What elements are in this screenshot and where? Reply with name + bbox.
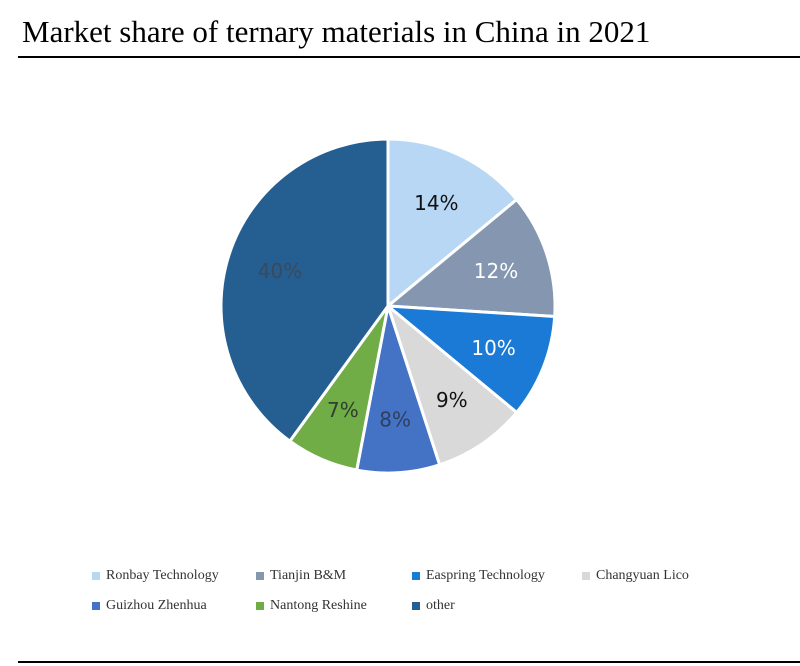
legend-label: Nantong Reshine	[270, 598, 367, 613]
legend-label: Easpring Technology	[426, 568, 545, 583]
data-label: 7%	[327, 398, 359, 422]
legend-swatch	[92, 602, 100, 610]
legend-swatch	[92, 572, 100, 580]
data-label: 14%	[414, 191, 458, 215]
legend-label: other	[426, 598, 455, 613]
legend-swatch	[256, 602, 264, 610]
data-label: 40%	[258, 259, 302, 283]
legend-label: Changyuan Lico	[596, 568, 689, 583]
legend-item: Easpring Technology	[412, 568, 545, 584]
data-label: 12%	[474, 259, 518, 283]
legend-swatch	[256, 572, 264, 580]
legend-item: Nantong Reshine	[256, 598, 367, 614]
pie-slice-ronbay-technology	[386, 137, 519, 308]
legend-label: Tianjin B&M	[270, 568, 347, 583]
legend-item: Guizhou Zhenhua	[92, 598, 207, 614]
legend-swatch	[412, 572, 420, 580]
data-label: 9%	[436, 388, 468, 412]
legend-swatch	[412, 602, 420, 610]
pie-slice-tianjin-b-m	[386, 198, 557, 318]
chart-title: Market share of ternary materials in Chi…	[22, 14, 651, 49]
legend-item: Ronbay Technology	[92, 568, 219, 584]
bottom-rule	[18, 661, 800, 663]
legend-swatch	[582, 572, 590, 580]
data-label: 8%	[379, 407, 411, 431]
pie-slice-changyuan-lico	[386, 304, 519, 467]
legend-item: other	[412, 598, 455, 614]
legend-item: Changyuan Lico	[582, 568, 689, 584]
title-rule	[18, 56, 800, 58]
data-label: 10%	[471, 336, 515, 360]
legend-label: Guizhou Zhenhua	[106, 598, 207, 613]
pie-slice-easpring-technology	[386, 304, 557, 414]
legend-label: Ronbay Technology	[106, 568, 219, 583]
pie-slice-other	[219, 137, 390, 443]
legend-item: Tianjin B&M	[256, 568, 346, 584]
